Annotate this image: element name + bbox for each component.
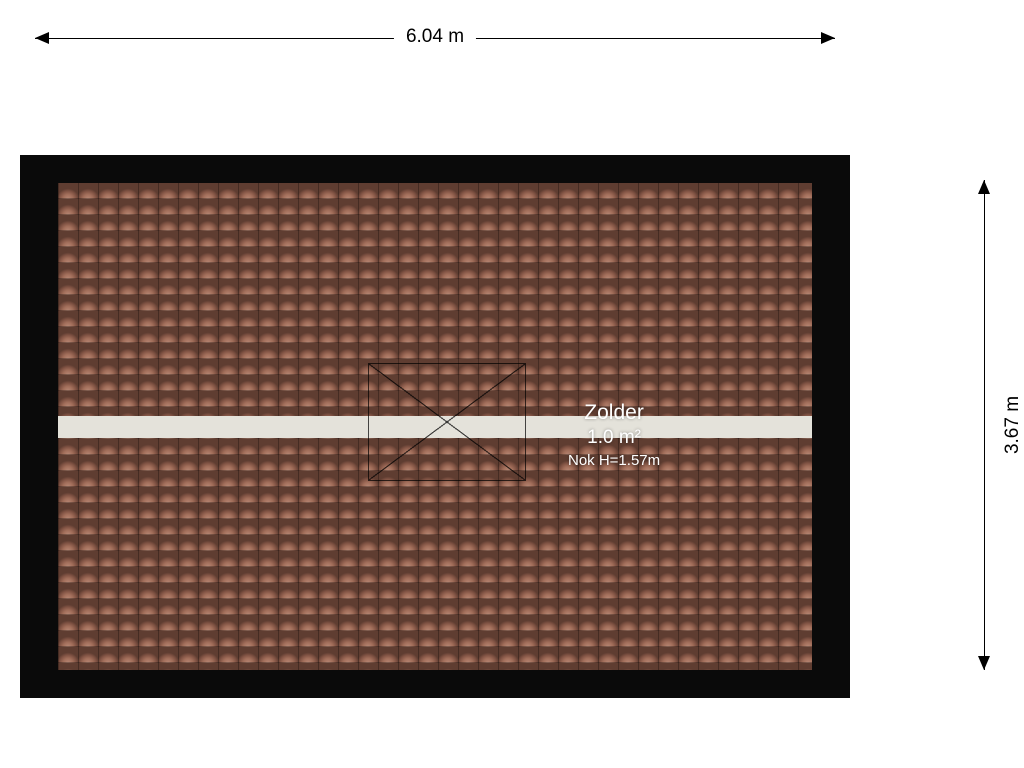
room-ridge-height: Nok H=1.57m <box>568 451 660 471</box>
roof-area: Zolder 1.0 m² Nok H=1.57m <box>58 183 812 670</box>
dim-height-label: 3.67 m <box>1002 384 1024 466</box>
arrow-down-icon <box>978 656 990 670</box>
floorplan-canvas: 6.04 m 3.67 m Zolder 1.0 m² Nok H=1.57m <box>0 0 1024 768</box>
roof-hatch <box>368 363 526 481</box>
dim-width-label: 6.04 m <box>394 26 476 48</box>
room-label: Zolder 1.0 m² Nok H=1.57m <box>568 399 660 470</box>
arrow-up-icon <box>978 180 990 194</box>
room-area: 1.0 m² <box>568 426 660 451</box>
dimension-top: 6.04 m <box>35 18 835 58</box>
dimension-right: 3.67 m <box>964 180 1004 670</box>
arrow-left-icon <box>35 32 49 44</box>
room-name: Zolder <box>568 399 660 426</box>
dimension-right-line <box>984 180 985 670</box>
plan-outline: Zolder 1.0 m² Nok H=1.57m <box>20 155 850 698</box>
arrow-right-icon <box>821 32 835 44</box>
